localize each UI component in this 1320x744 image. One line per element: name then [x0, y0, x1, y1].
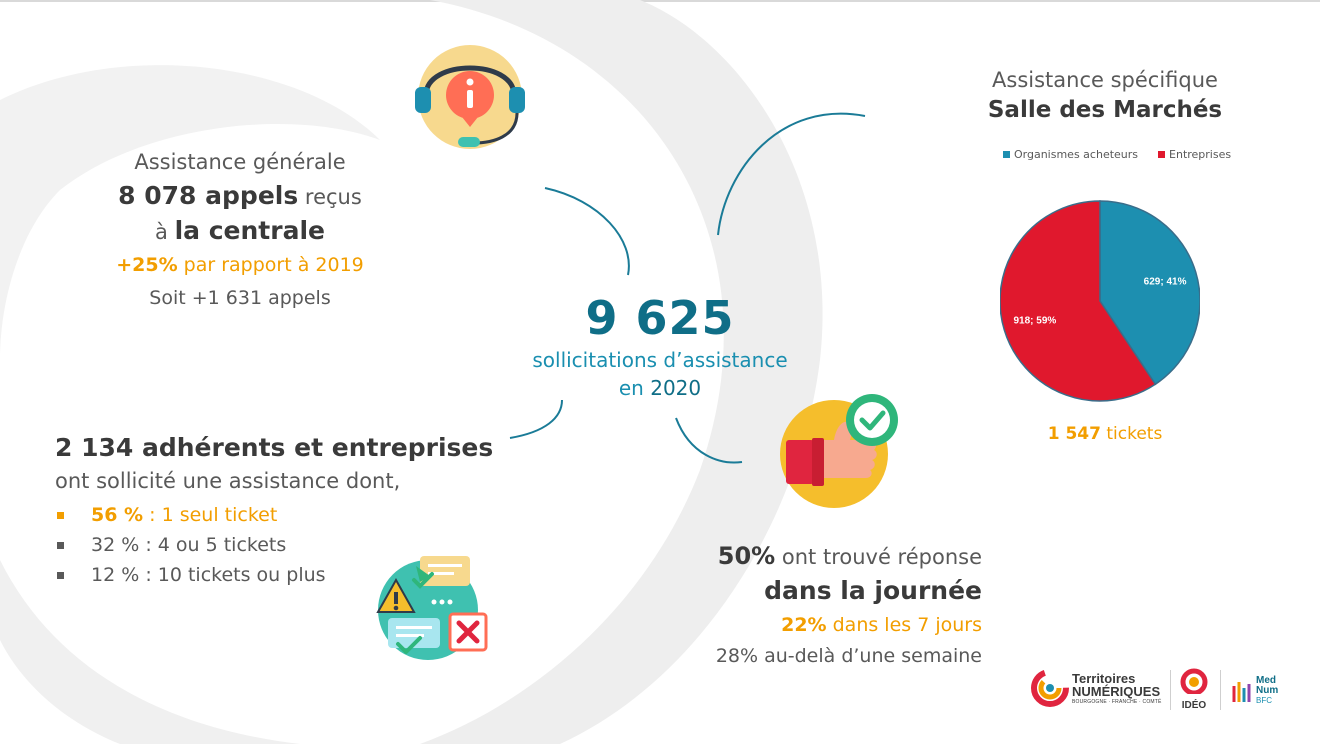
pie-title-block: Assistance spécifique Salle des Marchés: [940, 64, 1270, 124]
headset-info-icon: [415, 45, 525, 149]
list-item-text: : 10 tickets ou plus: [139, 564, 326, 586]
pie-slice-label-1: 918; 59%: [1014, 316, 1057, 327]
pie-total: 1 547 tickets: [1000, 424, 1210, 444]
logo-divider: [1220, 670, 1221, 710]
general-label: Assistance générale: [134, 150, 346, 174]
mednum-logo-bfc: BFC: [1256, 696, 1272, 705]
bullet-icon: [57, 542, 64, 549]
connector-arc-general: [544, 187, 630, 276]
chart-subtitle: Salle des Marchés: [987, 97, 1223, 123]
pie-slice-label-0: 629; 41%: [1144, 276, 1187, 287]
total-year-prefix: en: [618, 376, 651, 400]
ideo-logo-icon: [1180, 668, 1208, 696]
list-item: 12 % : 10 tickets ou plus: [55, 560, 495, 590]
logo-tn-line-2: NUMÉRIQUES: [1072, 684, 1161, 699]
members-title: 2 134 adhérents et entreprises: [55, 433, 494, 462]
response-highlight: dans la journée: [764, 576, 982, 605]
territoires-numeriques-logo: Territoires NUMÉRIQUES BOURGOGNE · FRANC…: [1072, 672, 1162, 706]
bullet-icon: [57, 572, 64, 579]
general-growth-suffix: par rapport à 2019: [177, 254, 364, 276]
partner-logos: Territoires NUMÉRIQUES BOURGOGNE · FRANC…: [1030, 662, 1300, 717]
legend-swatch: [1003, 151, 1010, 158]
mednum-logo: Med Num BFC: [1230, 676, 1278, 708]
mednum-logo-num: Num: [1256, 685, 1279, 696]
chat-warning-icon: [376, 556, 488, 660]
legend-label: Entreprises: [1169, 148, 1232, 161]
general-place: à la centrale: [100, 214, 380, 249]
members-lead: ont sollicité une assistance dont,: [55, 469, 401, 493]
connector-arc-response: [675, 417, 743, 464]
members-list: 56 % : 1 seul ticket 32 % : 4 ou 5 ticke…: [55, 500, 495, 590]
logo-tn-line-1: Territoires: [1072, 671, 1136, 686]
total-year: 2020: [650, 376, 702, 400]
legend-item: Entreprises: [1158, 148, 1231, 161]
general-calls-suffix: reçus: [298, 185, 362, 209]
pie-chart: 629; 41% 918; 59%: [1000, 200, 1200, 402]
general-extra: Soit +1 631 appels: [149, 287, 331, 309]
thumbs-up-check-icon: [780, 394, 898, 508]
mednum-logo-med: Med: [1256, 675, 1276, 686]
ideo-logo: IDÉO: [1178, 668, 1210, 711]
list-item-value: 56 %: [91, 504, 144, 526]
response-pct-1: 50%: [717, 542, 776, 570]
list-item-value: 32 %: [91, 534, 140, 556]
response-text-2: dans les 7 jours: [826, 614, 982, 636]
response-line-1: 50% ont trouvé réponse: [640, 540, 982, 573]
territoires-numeriques-logo-icon: [1031, 669, 1069, 707]
ideo-logo-text: IDÉO: [1181, 700, 1207, 711]
general-growth: +25% par rapport à 2019: [100, 249, 380, 282]
center-total-block: 9 625 sollicitations d’assistance en 202…: [490, 290, 830, 402]
general-assistance-block: Assistance générale 8 078 appels reçus à…: [100, 146, 380, 315]
list-item-text: : 1 seul ticket: [143, 504, 278, 526]
general-at-prefix: à: [155, 220, 175, 244]
total-label: sollicitations d’assistance: [532, 348, 788, 372]
connector-arc-pie: [717, 112, 866, 236]
top-border: [0, 0, 1320, 2]
logo-tn-line-3: BOURGOGNE · FRANCHE · COMTÉ: [1072, 699, 1162, 705]
pie-total-value: 1 547: [1047, 424, 1101, 444]
legend-swatch: [1158, 151, 1166, 158]
response-block: 50% ont trouvé réponse dans la journée 2…: [640, 540, 982, 671]
general-calls: 8 078 appels reçus: [100, 179, 380, 214]
members-block: 2 134 adhérents et entreprises ont solli…: [55, 430, 495, 590]
list-item-value: 12 %: [91, 564, 140, 586]
list-item: 56 % : 1 seul ticket: [55, 500, 495, 530]
response-line-4: 28% au-delà d’une semaine: [715, 645, 982, 667]
response-line-3: 22% dans les 7 jours: [640, 609, 982, 641]
chart-legend: Organismes acheteurs Entreprises: [1003, 148, 1231, 161]
mednum-logo-text: Med Num BFC: [1256, 676, 1278, 706]
total-requests: 9 625: [585, 291, 735, 345]
response-pct-2: 22%: [781, 614, 827, 636]
legend-item: Organismes acheteurs: [1003, 148, 1138, 161]
logo-divider: [1170, 670, 1171, 710]
bullet-icon: [57, 512, 64, 519]
chart-title: Assistance spécifique: [992, 68, 1218, 92]
list-item-text: : 4 ou 5 tickets: [139, 534, 287, 556]
response-text-1: ont trouvé réponse: [775, 545, 982, 569]
list-item: 32 % : 4 ou 5 tickets: [55, 530, 495, 560]
pie-total-suffix: tickets: [1100, 424, 1163, 444]
connector-arc-members: [509, 399, 563, 439]
mednum-logo-icon: [1232, 682, 1251, 702]
legend-label: Organismes acheteurs: [1014, 148, 1139, 161]
general-at-place: la centrale: [174, 216, 325, 245]
pie-slice-1: [1000, 200, 1157, 402]
general-growth-value: +25%: [116, 254, 178, 276]
total-year-line: en 2020: [490, 374, 830, 402]
general-calls-value: 8 078 appels: [118, 181, 299, 210]
